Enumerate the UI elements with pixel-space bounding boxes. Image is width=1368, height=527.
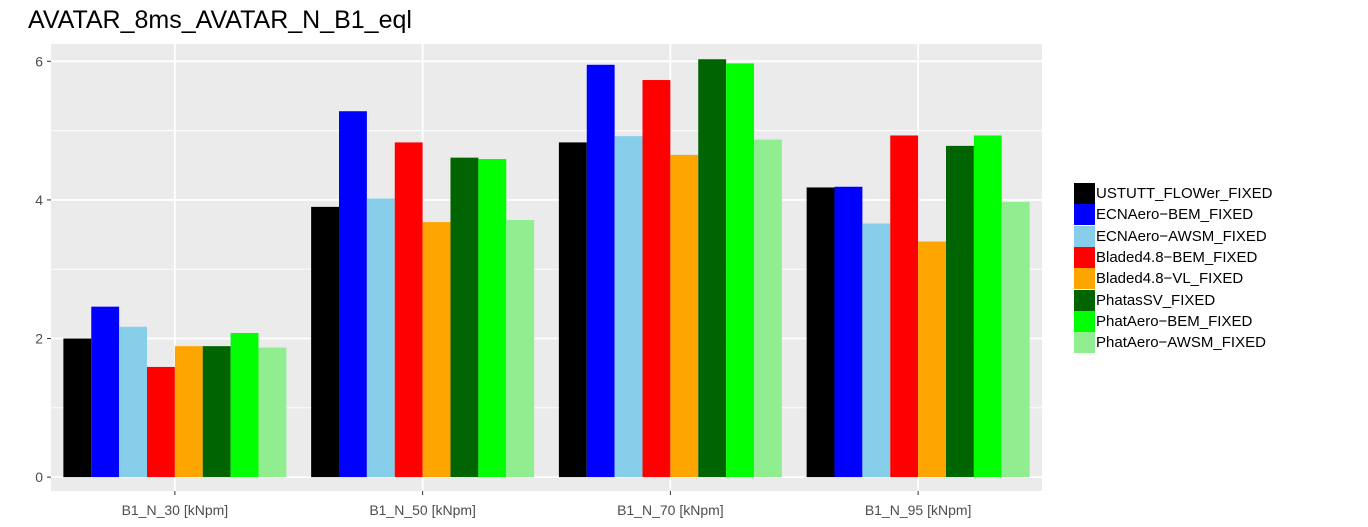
legend-item: Bladed4.8−VL_FIXED [1074, 268, 1272, 290]
bar [558, 142, 587, 478]
bar [698, 59, 727, 478]
bar [890, 135, 919, 478]
legend-swatch [1074, 268, 1095, 290]
bar [862, 223, 891, 478]
x-tick-label: B1_N_70 [kNpm] [617, 502, 724, 518]
legend-label: Bladed4.8−BEM_FIXED [1096, 249, 1258, 267]
bar [147, 366, 175, 478]
bar [91, 306, 120, 478]
bars [63, 59, 1030, 478]
bar [670, 154, 699, 478]
legend-swatch [1074, 183, 1095, 205]
bar [230, 332, 259, 478]
legend-label: Bladed4.8−VL_FIXED [1096, 270, 1244, 288]
bar [586, 64, 615, 478]
legend-item: PhatAero−BEM_FIXED [1074, 310, 1272, 332]
legend-item: Bladed4.8−BEM_FIXED [1074, 247, 1272, 269]
y-tick-label: 0 [35, 469, 43, 485]
chart-title: AVATAR_8ms_AVATAR_N_B1_eql [28, 6, 412, 34]
bar [450, 157, 479, 478]
x-tick-label: B1_N_50 [kNpm] [369, 502, 476, 518]
legend-item: PhatAero−AWSM_FIXED [1074, 332, 1272, 354]
y-tick-label: 4 [35, 192, 43, 208]
legend-swatch [1074, 289, 1095, 311]
bar [366, 198, 395, 478]
bar [422, 222, 451, 478]
legend: USTUTT_FLOWer_FIXED ECNAero−BEM_FIXED ECNA… [1074, 183, 1273, 354]
bar [174, 346, 203, 478]
bar [202, 346, 231, 478]
bar [753, 139, 782, 478]
legend-swatch [1074, 225, 1095, 247]
bar [63, 338, 92, 478]
bar [311, 206, 340, 478]
legend-item: ECNAero−BEM_FIXED [1074, 204, 1272, 226]
y-tick-label: 2 [35, 331, 43, 347]
bar [726, 63, 754, 478]
bar [834, 186, 863, 478]
legend-label: PhatasSV_FIXED [1096, 291, 1216, 309]
x-tick-label: B1_N_95 [kNpm] [865, 502, 972, 518]
bar [258, 347, 287, 478]
legend-label: PhatAero−BEM_FIXED [1096, 312, 1253, 330]
legend-label: PhatAero−AWSM_FIXED [1096, 334, 1266, 352]
bar [614, 136, 643, 478]
bar [945, 145, 974, 478]
bar [642, 80, 671, 478]
y-tick-label: 6 [35, 53, 43, 69]
legend-label: ECNAero−BEM_FIXED [1096, 206, 1254, 224]
legend-item: USTUTT_FLOWer_FIXED [1074, 183, 1273, 205]
legend-swatch [1074, 204, 1095, 226]
x-tick-label: B1_N_30 [kNpm] [122, 502, 229, 518]
bar [119, 326, 148, 478]
y-axis: 0 2 4 6 [35, 53, 51, 485]
legend-item: PhatasSV_FIXED [1074, 289, 1272, 311]
bar [506, 220, 535, 478]
legend-item: ECNAero−AWSM_FIXED [1074, 225, 1272, 247]
bar [478, 159, 507, 478]
bar [394, 142, 423, 478]
legend-swatch [1074, 247, 1095, 269]
bar [1001, 202, 1030, 478]
legend-swatch [1074, 310, 1095, 332]
legend-swatch [1074, 332, 1095, 354]
x-axis: B1_N_30 [kNpm] B1_N_50 [kNpm] B1_N_70 [kNp… [122, 491, 972, 518]
bar [918, 241, 946, 478]
bar [806, 187, 835, 478]
legend-label: ECNAero−AWSM_FIXED [1096, 227, 1267, 245]
bar [339, 111, 367, 478]
bar [973, 135, 1002, 478]
legend-label: USTUTT_FLOWer_FIXED [1096, 185, 1273, 203]
